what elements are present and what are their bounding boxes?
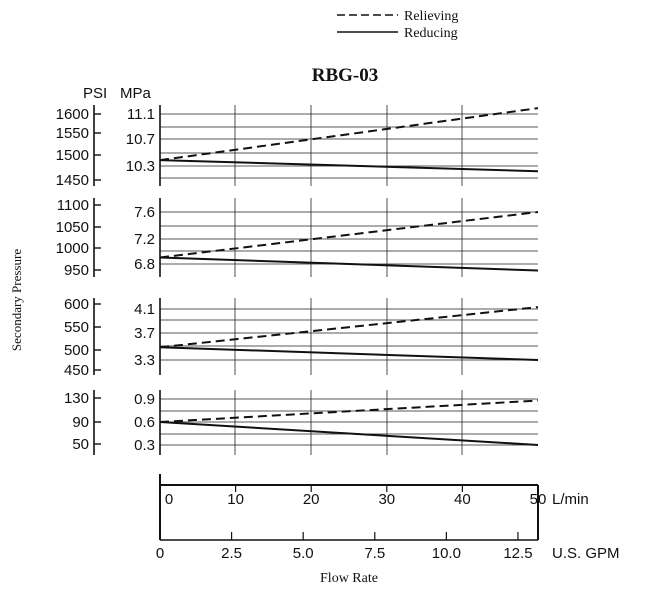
psi-tick-label: 130 — [64, 390, 89, 407]
legend-reducing-label: Reducing — [404, 26, 458, 41]
mpa-tick-label: 7.2 — [134, 231, 155, 248]
panel-3: 600 550 500 450 4.1 3.7 3.3 — [64, 296, 539, 379]
psi-tick-label: 950 — [64, 262, 89, 279]
psi-tick-label: 1000 — [56, 240, 89, 257]
series-relieving-line — [159, 399, 539, 423]
flow-axis-box — [159, 474, 539, 541]
lmin-tick-label: 50 — [530, 491, 547, 508]
legend: Relieving Reducing — [337, 9, 458, 41]
psi-tick-label: 550 — [64, 319, 89, 336]
psi-tick-label: 1500 — [56, 147, 89, 164]
chart-title: RBG-03 — [312, 65, 379, 86]
x-axis-label: Flow Rate — [320, 571, 378, 586]
series-relieving-line — [159, 107, 539, 162]
series-relieving-line — [159, 211, 539, 259]
lmin-unit-label: L/min — [552, 491, 589, 508]
series-reducing-line — [159, 421, 539, 446]
gpm-tick-label: 2.5 — [221, 545, 242, 562]
psi-tick-label: 90 — [72, 414, 89, 431]
lmin-tick-label: 20 — [303, 491, 320, 508]
psi-tick-label: 450 — [64, 362, 89, 379]
mpa-tick-label: 10.3 — [126, 158, 155, 175]
psi-tick-label: 600 — [64, 296, 89, 313]
gpm-tick-label: 10.0 — [432, 545, 461, 562]
psi-tick-label: 500 — [64, 342, 89, 359]
panel-1: 1600 1550 1500 1450 11.1 10.7 10.3 — [56, 105, 539, 189]
mpa-tick-label: 3.3 — [134, 352, 155, 369]
mpa-tick-label: 0.9 — [134, 391, 155, 408]
psi-tick-label: 1550 — [56, 125, 89, 142]
series-relieving-line — [159, 306, 539, 349]
psi-tick-label: 1600 — [56, 106, 89, 123]
x-axes-group: 0 10 20 30 40 50 0 2.5 5.0 7.5 10.0 12.5 — [156, 485, 547, 562]
gpm-unit-label: U.S. GPM — [552, 545, 620, 562]
mpa-tick-label: 6.8 — [134, 256, 155, 273]
lmin-tick-label: 0 — [165, 491, 173, 508]
mpa-tick-label: 3.7 — [134, 325, 155, 342]
legend-relieving-label: Relieving — [404, 9, 458, 24]
psi-tick-label: 50 — [72, 436, 89, 453]
mpa-unit-label: MPa — [120, 85, 152, 102]
lmin-tick-label: 10 — [227, 491, 244, 508]
psi-tick-label: 1450 — [56, 172, 89, 189]
gpm-tick-label: 0 — [156, 545, 164, 562]
mpa-tick-label: 10.7 — [126, 131, 155, 148]
lmin-tick-label: 30 — [378, 491, 395, 508]
gpm-tick-label: 12.5 — [503, 545, 532, 562]
gpm-tick-label: 7.5 — [364, 545, 385, 562]
psi-tick-label: 1050 — [56, 219, 89, 236]
y-axis-label: Secondary Pressure — [9, 249, 24, 351]
psi-unit-label: PSI — [83, 85, 107, 102]
psi-tick-label: 1100 — [57, 197, 89, 214]
mpa-tick-label: 0.6 — [134, 414, 155, 431]
mpa-tick-label: 4.1 — [134, 301, 155, 318]
panel-2: 1100 1050 1000 950 7.6 7.2 6.8 — [56, 197, 539, 279]
mpa-tick-label: 7.6 — [134, 204, 155, 221]
mpa-tick-label: 11.1 — [127, 106, 155, 123]
mpa-tick-label: 0.3 — [134, 437, 155, 454]
series-reducing-line — [159, 346, 539, 361]
series-reducing-line — [159, 256, 539, 272]
series-reducing-line — [159, 159, 539, 173]
panels-group: 1600 1550 1500 1450 11.1 10.7 10.3 1100 1050 1000… — [56, 105, 539, 455]
gpm-tick-label: 5.0 — [293, 545, 314, 562]
lmin-tick-label: 40 — [454, 491, 471, 508]
panel-4: 130 90 50 0.9 0.6 0.3 — [64, 390, 539, 455]
